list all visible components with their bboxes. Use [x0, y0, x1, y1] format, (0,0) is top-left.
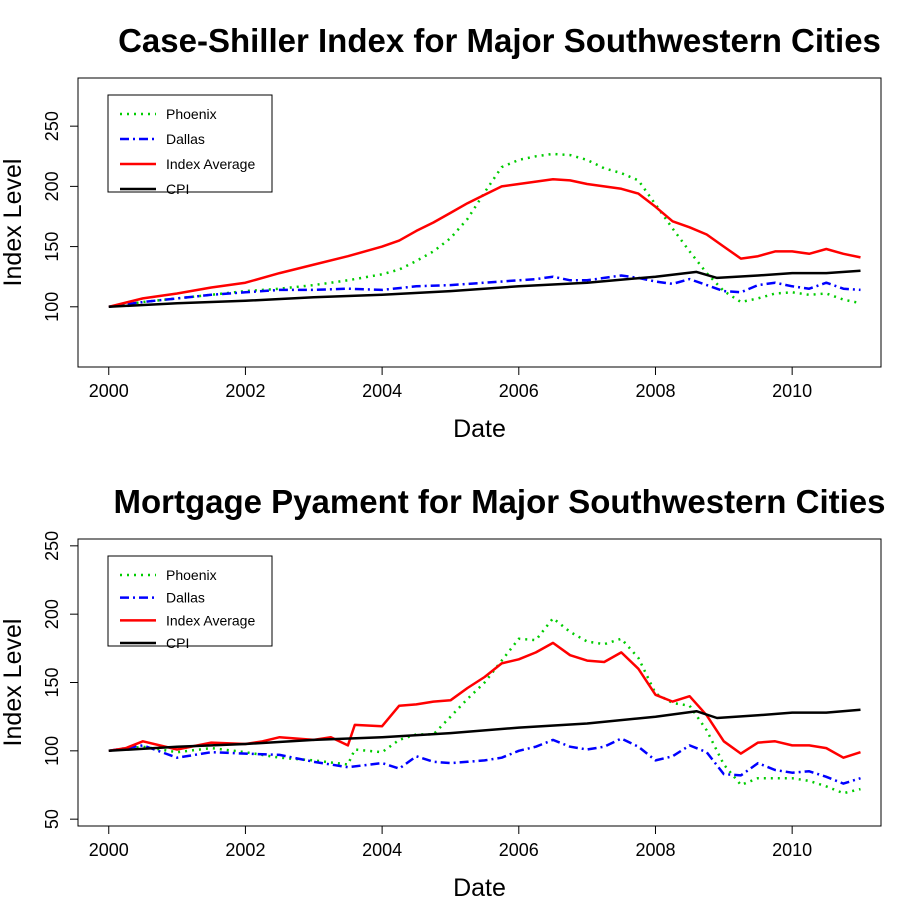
- x-tick-label: 2006: [499, 381, 539, 401]
- y-axis-label: Index Level: [0, 619, 27, 747]
- x-tick-label: 2000: [89, 381, 129, 401]
- legend-entry: Phoenix: [166, 106, 217, 122]
- x-tick-label: 2004: [362, 840, 402, 860]
- y-tick-label: 150: [42, 232, 62, 262]
- y-tick-label: 50: [42, 809, 62, 829]
- y-tick-label: 250: [42, 531, 62, 561]
- legend-entry: CPI: [166, 635, 189, 651]
- x-tick-label: 2002: [225, 381, 265, 401]
- legend-entry: Index Average: [166, 612, 255, 628]
- series-line-index-average: [108, 641, 861, 759]
- legend-entry: Dallas: [166, 131, 205, 147]
- x-tick-label: 2010: [772, 381, 812, 401]
- y-tick-label: 250: [42, 111, 62, 141]
- x-tick-label: 2002: [225, 840, 265, 860]
- series-line-index-average: [108, 177, 861, 309]
- chart-panel-2: Mortgage Pyament for Major Southwestern …: [0, 483, 885, 902]
- x-tick-label: 2004: [362, 381, 402, 401]
- y-tick-label: 100: [42, 292, 62, 322]
- y-axis-label: Index Level: [0, 159, 27, 287]
- legend-entry: CPI: [166, 181, 189, 197]
- legend-entry: Index Average: [166, 156, 255, 172]
- legend-box: [107, 555, 273, 647]
- legend-entry: Phoenix: [166, 567, 217, 583]
- x-axis-label: Date: [453, 415, 506, 443]
- x-tick-label: 2008: [635, 381, 675, 401]
- legend-entry: Dallas: [166, 590, 205, 606]
- legend-box: [107, 94, 273, 193]
- series-line-dallas: [108, 274, 861, 309]
- y-tick-label: 200: [42, 171, 62, 201]
- y-tick-label: 100: [42, 736, 62, 766]
- x-tick-label: 2006: [499, 840, 539, 860]
- x-axis-label: Date: [453, 874, 506, 902]
- chart-title: Mortgage Pyament for Major Southwestern …: [114, 483, 886, 520]
- series-line-dallas: [108, 737, 861, 785]
- chart-title: Case-Shiller Index for Major Southwester…: [118, 22, 881, 59]
- y-tick-label: 200: [42, 599, 62, 629]
- series-line-cpi: [108, 269, 861, 309]
- series-line-cpi: [108, 708, 861, 753]
- chart-panel-1: Case-Shiller Index for Major Southwester…: [0, 22, 882, 443]
- x-tick-label: 2000: [89, 840, 129, 860]
- x-tick-label: 2008: [635, 840, 675, 860]
- x-tick-label: 2010: [772, 840, 812, 860]
- y-tick-label: 150: [42, 667, 62, 697]
